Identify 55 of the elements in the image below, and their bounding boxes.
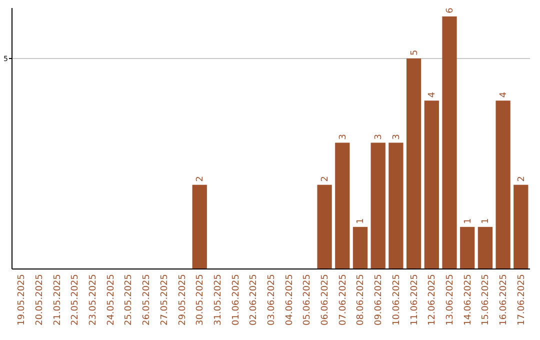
data-label: 4 [499, 92, 510, 98]
x-tick-label: 10.06.2025 [392, 274, 402, 326]
x-tick-label: 06.06.2025 [320, 274, 331, 326]
bar [514, 184, 528, 269]
bar [352, 226, 368, 269]
bar [478, 226, 493, 269]
x-tick-label: 17.06.2025 [516, 274, 527, 326]
x-tick-label: 16.06.2025 [499, 274, 510, 326]
bar [496, 100, 510, 269]
x-tick-label: 26.05.2025 [142, 274, 152, 326]
data-label: 3 [392, 134, 402, 140]
x-tick-label: 14.06.2025 [463, 274, 474, 326]
x-tick-label: 27.05.2025 [160, 274, 170, 326]
bar [442, 16, 457, 269]
x-tick-label: 08.06.2025 [356, 274, 366, 326]
bar [406, 58, 422, 269]
data-label: 2 [320, 176, 331, 182]
x-tick-label: 07.06.2025 [338, 274, 348, 326]
data-label: 1 [481, 218, 492, 224]
bar [388, 142, 404, 269]
x-tick-label: 09.06.2025 [374, 274, 384, 326]
x-tick-label: 30.05.2025 [196, 274, 206, 326]
data-label: 2 [516, 176, 527, 182]
x-tick-label: 02.06.2025 [249, 274, 260, 326]
x-tick-label: 29.05.2025 [178, 274, 188, 326]
data-label: 2 [196, 176, 206, 182]
x-tick-label: 31.05.2025 [213, 274, 224, 326]
x-tick-label: 15.06.2025 [481, 274, 492, 326]
data-label: 1 [463, 218, 474, 224]
x-tick-label: 25.05.2025 [124, 274, 134, 326]
data-label: 1 [356, 218, 366, 224]
x-tick-label: 21.05.2025 [52, 274, 63, 326]
x-tick-label: 23.05.2025 [88, 274, 98, 326]
bar [424, 100, 439, 269]
x-tick-label: 19.05.2025 [17, 274, 28, 326]
x-tick-label: 22.05.2025 [70, 274, 81, 326]
data-label: 3 [374, 134, 384, 140]
x-tick-label: 24.05.2025 [106, 274, 116, 326]
x-tick-label: 01.06.2025 [231, 274, 242, 326]
data-label: 6 [446, 7, 456, 14]
bar [460, 226, 475, 269]
x-tick-label: 04.06.2025 [284, 274, 295, 326]
bar [335, 142, 350, 269]
bar [192, 184, 207, 269]
x-tick-label: 20.05.2025 [34, 274, 45, 326]
x-tick-label: 03.06.2025 [267, 274, 277, 326]
bar [317, 184, 332, 269]
x-tick-label: 11.06.2025 [410, 274, 420, 326]
x-tick-label: 12.06.2025 [428, 274, 438, 326]
x-tick-label: 13.06.2025 [446, 274, 456, 326]
data-label: 4 [428, 92, 438, 98]
data-label: 3 [338, 134, 348, 140]
x-tick-label: 05.06.2025 [302, 274, 313, 326]
data-label: 5 [410, 50, 420, 56]
bar [370, 142, 386, 269]
